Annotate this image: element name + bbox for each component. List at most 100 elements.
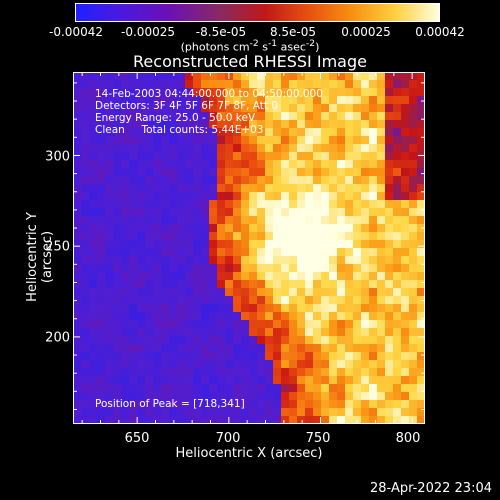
- heatmap-cell: [241, 240, 250, 249]
- heatmap-cell: [305, 344, 314, 353]
- heatmap-cell: [385, 120, 394, 129]
- heatmap-cell: [145, 216, 154, 225]
- heatmap-cell: [193, 184, 202, 193]
- heatmap-cell: [377, 408, 386, 417]
- heatmap-cell: [201, 136, 210, 145]
- heatmap-cell: [329, 416, 338, 424]
- heatmap-cell: [129, 264, 138, 273]
- heatmap-cell: [313, 264, 322, 273]
- heatmap-cell: [201, 88, 210, 97]
- heatmap-cell: [161, 304, 170, 313]
- heatmap-cell: [185, 360, 194, 369]
- heatmap-cell: [137, 304, 146, 313]
- heatmap-cell: [281, 240, 290, 249]
- heatmap-cell: [129, 384, 138, 393]
- heatmap-cell: [73, 72, 82, 81]
- heatmap-cell: [353, 360, 362, 369]
- heatmap-cell: [185, 416, 194, 424]
- heatmap-cell: [97, 192, 106, 201]
- heatmap-cell: [153, 96, 162, 105]
- heatmap-cell: [73, 240, 82, 249]
- heatmap-cell: [137, 248, 146, 257]
- heatmap-cell: [177, 224, 186, 233]
- heatmap-cell: [233, 176, 242, 185]
- heatmap-cell: [241, 408, 250, 417]
- heatmap-cell: [369, 208, 378, 217]
- heatmap-cell: [337, 184, 346, 193]
- heatmap-cell: [313, 344, 322, 353]
- heatmap-cell: [193, 136, 202, 145]
- heatmap-cell: [305, 280, 314, 289]
- heatmap-cell: [345, 240, 354, 249]
- heatmap-cell: [201, 288, 210, 297]
- heatmap-cell: [297, 240, 306, 249]
- heatmap-cell: [105, 296, 114, 305]
- heatmap-cell: [177, 240, 186, 249]
- heatmap-cell: [97, 240, 106, 249]
- heatmap-cell: [273, 176, 282, 185]
- heatmap-cell: [417, 384, 425, 393]
- heatmap-cell: [353, 88, 362, 97]
- heatmap-cell: [353, 136, 362, 145]
- heatmap-cell: [185, 104, 194, 113]
- heatmap-cell: [297, 392, 306, 401]
- heatmap-cell: [401, 112, 410, 121]
- heatmap-cell: [305, 120, 314, 129]
- heatmap-cell: [337, 280, 346, 289]
- heatmap-cell: [233, 88, 242, 97]
- heatmap-cell: [97, 336, 106, 345]
- heatmap-cell: [297, 384, 306, 393]
- heatmap-cell: [169, 272, 178, 281]
- heatmap-cell: [217, 72, 226, 81]
- heatmap-cell: [169, 368, 178, 377]
- heatmap-cell: [137, 264, 146, 273]
- heatmap-cell: [105, 248, 114, 257]
- heatmap-cell: [305, 208, 314, 217]
- heatmap-cell: [417, 328, 425, 337]
- heatmap-cell: [73, 416, 82, 424]
- heatmap-cell: [257, 264, 266, 273]
- heatmap-cell: [361, 376, 370, 385]
- heatmap-cell: [145, 160, 154, 169]
- heatmap-cell: [297, 120, 306, 129]
- heatmap-cell: [97, 368, 106, 377]
- heatmap-cell: [169, 216, 178, 225]
- heatmap-cell: [409, 192, 418, 201]
- heatmap-cell: [89, 360, 98, 369]
- heatmap-cell: [177, 368, 186, 377]
- heatmap-cell: [89, 144, 98, 153]
- heatmap-cell: [225, 208, 234, 217]
- heatmap-cell: [73, 368, 82, 377]
- heatmap-cell: [289, 240, 298, 249]
- heatmap-cell: [161, 312, 170, 321]
- heatmap-cell: [209, 288, 218, 297]
- heatmap-cell: [233, 96, 242, 105]
- heatmap-cell: [257, 368, 266, 377]
- heatmap-cell: [209, 200, 218, 209]
- heatmap-cell: [241, 128, 250, 137]
- heatmap-cell: [233, 136, 242, 145]
- heatmap-cell: [289, 368, 298, 377]
- heatmap-cell: [241, 312, 250, 321]
- heatmap-cell: [361, 112, 370, 121]
- heatmap-cell: [121, 216, 130, 225]
- heatmap-cell: [105, 240, 114, 249]
- heatmap-cell: [337, 264, 346, 273]
- heatmap-cell: [409, 176, 418, 185]
- heatmap-cell: [297, 336, 306, 345]
- heatmap-cell: [329, 104, 338, 113]
- heatmap-cell: [353, 192, 362, 201]
- heatmap-cell: [209, 256, 218, 265]
- heatmap-cell: [225, 112, 234, 121]
- heatmap-cell: [89, 344, 98, 353]
- heatmap-cell: [329, 272, 338, 281]
- heatmap-cell: [257, 248, 266, 257]
- heatmap-cell: [193, 176, 202, 185]
- heatmap-cell: [113, 208, 122, 217]
- heatmap-cell: [241, 192, 250, 201]
- heatmap-cell: [377, 208, 386, 217]
- heatmap-cell: [217, 320, 226, 329]
- heatmap-cell: [233, 304, 242, 313]
- heatmap-cell: [273, 416, 282, 424]
- heatmap-cell: [297, 128, 306, 137]
